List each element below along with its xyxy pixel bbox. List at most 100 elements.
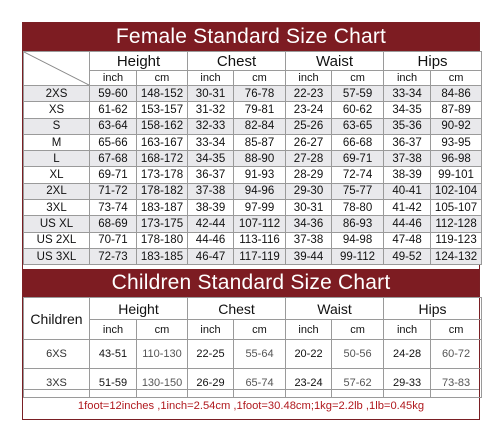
- measurement-cell: 63-64: [89, 117, 137, 135]
- measurement-cell: 37-38: [285, 231, 333, 249]
- female-group-chest: Chest: [187, 51, 287, 71]
- measurement-cell: 66-68: [331, 133, 385, 152]
- female-chart-title: Female Standard Size Chart: [115, 25, 387, 48]
- size-chart-frame: Female Standard Size Chart Height Chest …: [22, 22, 483, 421]
- table-row: US 2XL 70-71 178-180 44-46 113-116 37-38 94-98…: [23, 231, 483, 249]
- measurement-cell: 33-34: [383, 84, 432, 103]
- table-row: 2XS 59-60 148-152 30-31 76-78 22-23 57-59 33-34…: [23, 84, 483, 103]
- measurement-cell: 60-72: [430, 339, 483, 369]
- measurement-cell: 163-167: [135, 133, 189, 152]
- female-group-height: Height: [88, 51, 189, 71]
- size-label: 6XS: [23, 339, 90, 369]
- size-label: 2XL: [23, 182, 90, 201]
- size-label: US XL: [23, 215, 90, 233]
- measurement-cell: 34-36: [285, 215, 333, 233]
- size-label: L: [23, 150, 90, 168]
- measurement-cell: 40-41: [383, 182, 432, 201]
- measurement-cell: 178-182: [135, 182, 189, 201]
- measurement-cell: 107-112: [233, 215, 287, 233]
- measurement-cell: 88-90: [233, 150, 287, 168]
- table-row: XL 69-71 173-178 36-37 91-93 28-29 72-74 38-39 9…: [23, 166, 483, 184]
- measurement-cell: 94-98: [331, 231, 385, 249]
- unit-cm: cm: [233, 70, 287, 86]
- unit-cm: cm: [232, 319, 287, 340]
- measurement-cell: 110-130: [136, 339, 188, 369]
- measurement-cell: 158-162: [135, 117, 189, 135]
- measurement-cell: 34-35: [383, 101, 432, 119]
- table-row: 3XL 73-74 183-187 38-39 97-99 30-31 78-80 41-42…: [23, 199, 483, 217]
- measurement-cell: 72-73: [89, 247, 137, 266]
- unit-cm: cm: [331, 70, 385, 86]
- measurement-cell: 71-72: [89, 182, 137, 201]
- measurement-cell: 44-46: [383, 215, 432, 233]
- measurement-cell: 79-81: [233, 101, 287, 119]
- measurement-cell: 43-51: [89, 339, 137, 369]
- measurement-cell: 85-87: [233, 133, 287, 152]
- measurement-cell: 183-187: [135, 199, 189, 217]
- table-row: S 63-64 158-162 32-33 82-84 25-26 63-65 35-36 90…: [23, 117, 483, 135]
- measurement-cell: 91-93: [233, 166, 287, 184]
- measurement-cell: 28-29: [285, 166, 333, 184]
- measurement-cell: 117-119: [233, 247, 287, 266]
- female-table-body: 2XS 59-60 148-152 30-31 76-78 22-23 57-59 33-34…: [23, 84, 483, 266]
- table-row: 6XS 43-51 110-130 22-25 55-64 20-22 50-56 24-28…: [23, 339, 483, 369]
- measurement-cell: 38-39: [187, 199, 235, 217]
- children-group-height: Height: [89, 297, 188, 320]
- female-unit-header-row: inch cm inch cm inch cm inch cm: [23, 70, 483, 86]
- measurement-cell: 112-128: [430, 215, 483, 233]
- measurement-cell: 75-77: [331, 182, 385, 201]
- measurement-cell: 27-28: [285, 150, 333, 168]
- measurement-cell: 23-24: [285, 101, 333, 119]
- measurement-cell: 173-178: [135, 166, 189, 184]
- size-label: S: [23, 117, 90, 135]
- measurement-cell: 130-150: [136, 368, 188, 398]
- measurement-cell: 37-38: [383, 150, 432, 168]
- table-row: 3XS 51-59 130-150 26-29 65-74 23-24 57-62 29-33…: [23, 368, 483, 398]
- measurement-cell: 24-28: [383, 339, 432, 369]
- measurement-cell: 36-37: [187, 166, 235, 184]
- unit-conversion-note: 1foot=12inches ,1inch=2.54cm ,1foot=30.4…: [23, 389, 479, 421]
- size-label: US 2XL: [23, 231, 90, 249]
- unit-cm: cm: [136, 319, 188, 340]
- measurement-cell: 148-152: [135, 84, 189, 103]
- measurement-cell: 73-74: [89, 199, 137, 217]
- measurement-cell: 113-116: [233, 231, 287, 249]
- measurement-cell: 94-96: [233, 182, 287, 201]
- female-size-table: Height Chest Waist Hips inch cm inch cm …: [23, 51, 483, 266]
- measurement-cell: 31-32: [187, 101, 235, 119]
- measurement-cell: 78-80: [331, 199, 385, 217]
- measurement-cell: 153-157: [135, 101, 189, 119]
- measurement-cell: 22-25: [187, 339, 234, 369]
- measurement-cell: 41-42: [383, 199, 432, 217]
- size-label: 2XS: [23, 84, 90, 103]
- measurement-cell: 30-31: [187, 84, 235, 103]
- unit-cm: cm: [331, 319, 385, 340]
- unit-inch: inch: [89, 70, 137, 86]
- size-label: XL: [23, 166, 90, 184]
- measurement-cell: 99-101: [430, 166, 483, 184]
- measurement-cell: 119-123: [430, 231, 483, 249]
- measurement-cell: 51-59: [89, 368, 137, 398]
- measurement-cell: 97-99: [233, 199, 287, 217]
- size-label: 3XL: [23, 199, 90, 217]
- measurement-cell: 34-35: [187, 150, 235, 168]
- measurement-cell: 25-26: [285, 117, 333, 135]
- measurement-cell: 39-44: [285, 247, 333, 266]
- measurement-cell: 65-74: [232, 368, 287, 398]
- measurement-cell: 35-36: [383, 117, 432, 135]
- measurement-cell: 57-59: [331, 84, 385, 103]
- measurement-cell: 72-74: [331, 166, 385, 184]
- unit-inch: inch: [285, 70, 333, 86]
- measurement-cell: 183-185: [135, 247, 189, 266]
- size-label: XS: [23, 101, 90, 119]
- children-chart-title-bar: Children Standard Size Chart: [23, 269, 479, 297]
- measurement-cell: 20-22: [285, 339, 333, 369]
- measurement-cell: 29-30: [285, 182, 333, 201]
- measurement-cell: 22-23: [285, 84, 333, 103]
- table-row: 2XL 71-72 178-182 37-38 94-96 29-30 75-77 40-41…: [23, 182, 483, 201]
- unit-cm: cm: [430, 319, 483, 340]
- measurement-cell: 36-37: [383, 133, 432, 152]
- children-label: Children: [23, 297, 90, 340]
- measurement-cell: 44-46: [187, 231, 235, 249]
- unit-inch: inch: [187, 70, 235, 86]
